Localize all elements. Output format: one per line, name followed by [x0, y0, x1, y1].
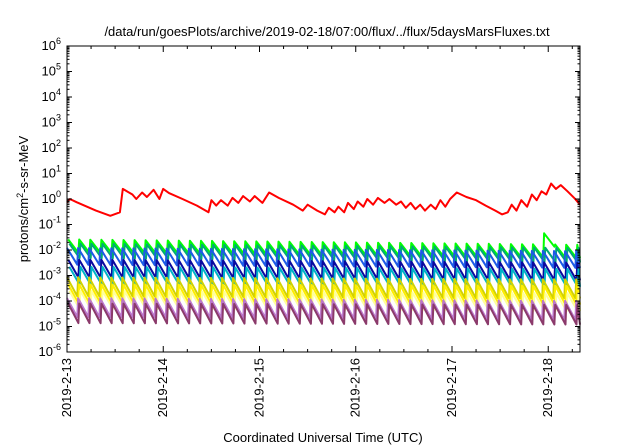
y-label-sup: 2 — [15, 193, 25, 198]
y-tick-label: 100 — [42, 189, 61, 206]
y-axis-label: protons/cm2-s-sr-MeV — [15, 135, 31, 262]
plot-series — [66, 182, 581, 326]
series-line — [68, 265, 581, 288]
x-tick-label: 2019-2-16 — [348, 358, 363, 417]
chart-title: /data/run/goesPlots/archive/2019-02-18/0… — [104, 24, 550, 39]
y-tick-label: 105 — [42, 62, 61, 79]
y-tick-label: 106 — [42, 36, 61, 53]
y-label-part-1: protons/cm — [16, 198, 31, 262]
series-line — [66, 276, 581, 300]
y-tick-label: 10-4 — [39, 291, 61, 308]
series-line — [66, 247, 581, 269]
series-line — [67, 283, 581, 306]
x-axis-label: Coordinated Universal Time (UTC) — [223, 430, 422, 445]
y-label-part-2: -s-sr-MeV — [16, 135, 31, 192]
x-tick-label: 2019-2-13 — [59, 358, 74, 417]
y-tick-label: 10-5 — [39, 317, 61, 334]
series-line — [66, 182, 581, 217]
y-axis: 10-6 10-5 10-4 10-3 10-2 10-1 100 101 102 103 104 1… — [39, 36, 580, 359]
x-tick-label: 2019-2-15 — [251, 358, 266, 417]
y-tick-label: 10-2 — [39, 240, 61, 257]
y-tick-label: 10-1 — [39, 215, 61, 232]
series-line — [67, 302, 581, 326]
x-tick-label: 2019-2-14 — [155, 358, 170, 417]
series-line — [66, 297, 581, 321]
series-line — [67, 258, 581, 282]
y-tick-label: 10-3 — [39, 266, 61, 283]
x-tick-label: 2019-2-17 — [444, 358, 459, 417]
y-tick-label: 104 — [42, 87, 61, 104]
y-tick-label: 103 — [42, 113, 61, 130]
y-tick-label: 102 — [42, 138, 61, 155]
y-tick-label: 101 — [42, 164, 61, 181]
x-axis: 2019-2-13 2019-2-14 2019-2-15 2019-2-16 2019… — [59, 46, 573, 417]
y-tick-label: 10-6 — [39, 342, 61, 359]
x-tick-label: 2019-2-18 — [540, 358, 555, 417]
